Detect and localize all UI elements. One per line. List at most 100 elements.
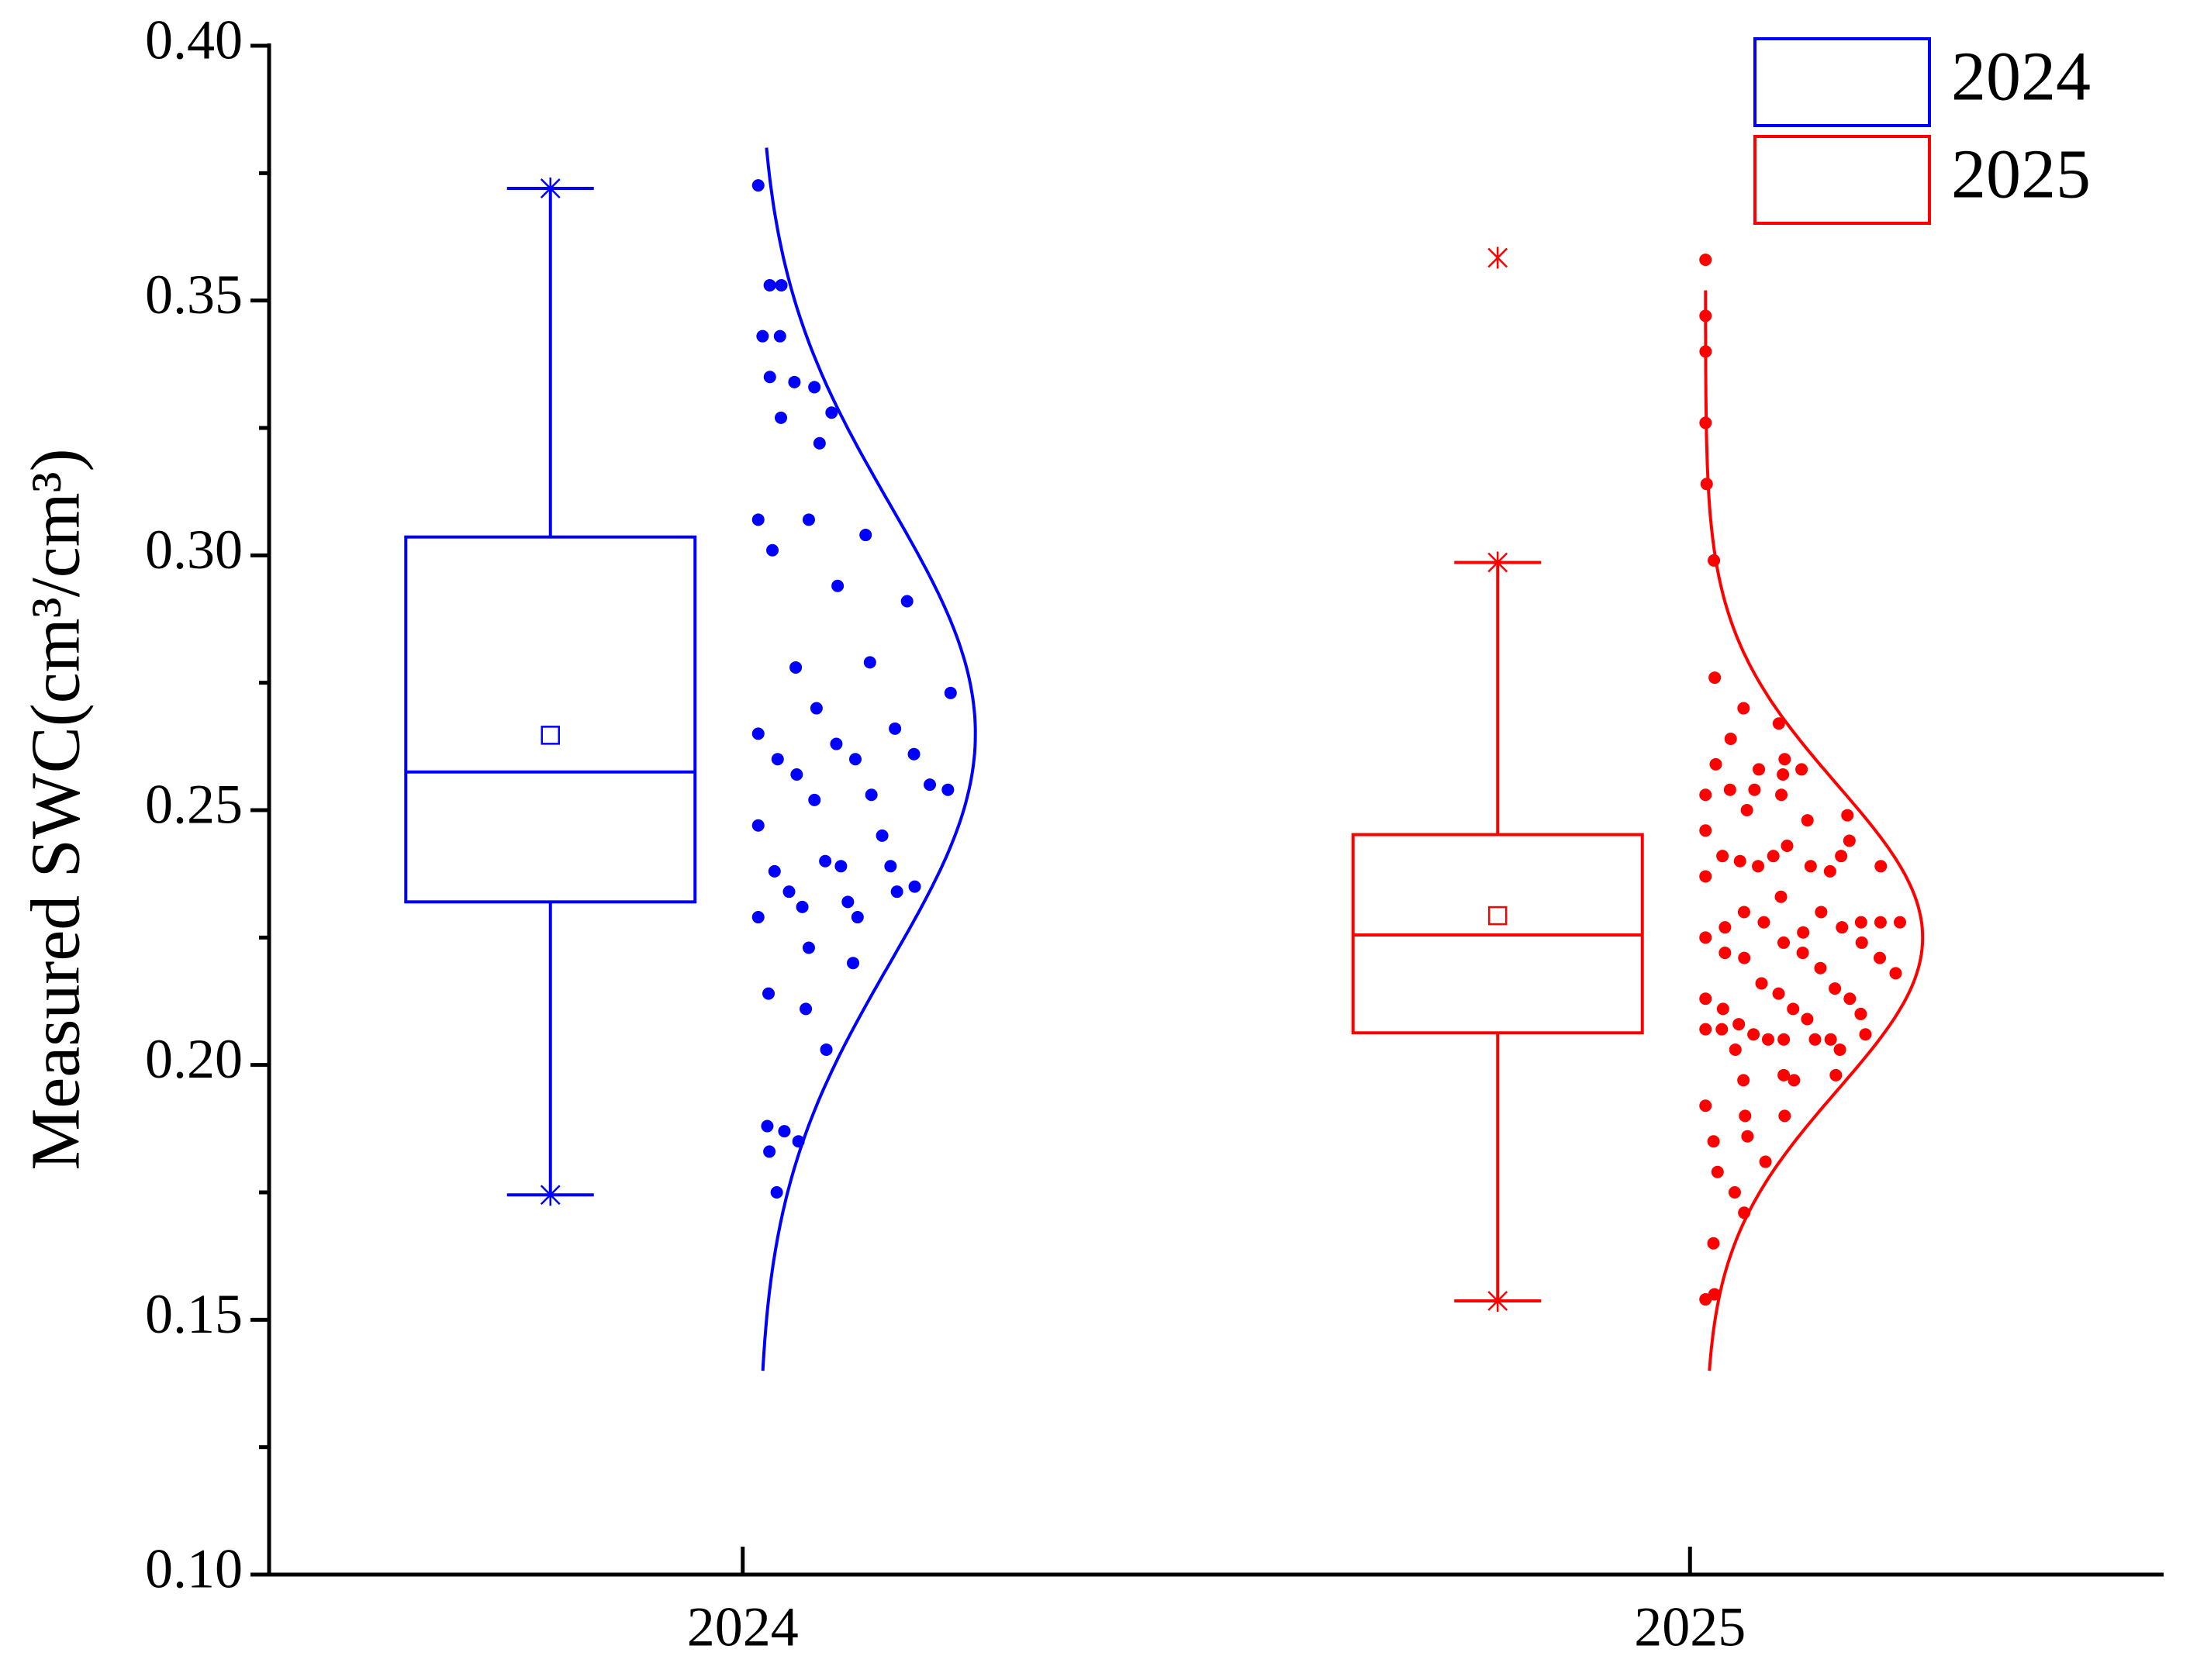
data-point [790, 768, 803, 781]
legend-label: 2025 [1951, 136, 2091, 213]
data-point [1753, 763, 1766, 776]
data-point [1804, 860, 1817, 873]
data-point [800, 1002, 813, 1016]
data-point [876, 829, 889, 842]
data-point [1747, 1028, 1760, 1041]
data-point [1715, 1023, 1729, 1036]
data-point [792, 1135, 805, 1148]
data-point [1874, 860, 1888, 873]
data-point [1732, 1018, 1746, 1031]
y-tick-label: 0.40 [145, 9, 243, 71]
data-point [1835, 850, 1848, 863]
data-point [808, 793, 821, 806]
y-tick-label: 0.30 [145, 519, 243, 581]
data-point [751, 513, 765, 526]
data-point [1738, 951, 1751, 964]
data-point [751, 179, 765, 192]
data-point [771, 753, 784, 766]
data-point [1843, 992, 1857, 1006]
data-point [944, 686, 957, 699]
data-point [1699, 992, 1712, 1006]
data-point [1757, 916, 1770, 929]
data-point [1699, 788, 1712, 802]
mean-marker [1488, 906, 1508, 926]
data-point [1801, 814, 1814, 827]
data-point [775, 411, 788, 424]
whisker-end-marker [1487, 551, 1508, 574]
data-point [1707, 1135, 1720, 1148]
data-point [1699, 824, 1712, 837]
data-point [1711, 1165, 1724, 1178]
data-point [908, 880, 921, 893]
data-point [851, 911, 864, 924]
data-point [761, 1119, 774, 1133]
data-point [1737, 1074, 1750, 1087]
data-point [1707, 1237, 1720, 1250]
data-point [1854, 1007, 1867, 1020]
legend-swatch [1753, 135, 1931, 225]
data-point [1761, 1033, 1774, 1046]
data-point [775, 278, 788, 291]
data-point [830, 737, 843, 750]
data-point [1796, 947, 1809, 960]
data-point [1709, 757, 1722, 771]
data-point [841, 895, 855, 909]
data-point [768, 864, 781, 878]
data-point [1829, 982, 1842, 995]
data-point [1699, 309, 1712, 323]
data-point [1841, 809, 1854, 822]
data-point [865, 788, 878, 802]
data-point [751, 819, 765, 832]
data-point [1739, 1109, 1752, 1123]
data-point [1755, 977, 1768, 990]
data-point [1824, 1033, 1837, 1046]
box [404, 535, 697, 904]
y-axis-title: Measured SWC(cm³/cm³) [18, 448, 95, 1170]
data-point [1855, 936, 1868, 949]
data-point [788, 375, 801, 388]
data-point [1781, 840, 1794, 853]
data-point [1740, 804, 1753, 816]
data-point [802, 941, 815, 954]
data-point [1718, 921, 1732, 934]
data-point [789, 661, 803, 674]
data-point [763, 371, 776, 384]
data-point [773, 329, 786, 343]
data-point [889, 722, 902, 735]
data-point [782, 885, 796, 899]
data-point [1859, 1028, 1872, 1041]
data-point [1748, 783, 1761, 796]
data-point [1718, 947, 1732, 960]
y-tick-label: 0.35 [145, 264, 243, 326]
data-point [863, 656, 876, 669]
data-point [1889, 967, 1902, 980]
data-point [766, 543, 779, 557]
x-tick-label: 2024 [687, 1596, 799, 1658]
data-point [1699, 931, 1712, 944]
data-point [1738, 1206, 1751, 1219]
data-point [756, 329, 769, 343]
data-point [1699, 870, 1712, 883]
data-point [1836, 921, 1849, 934]
distribution-curve [1704, 290, 1925, 1371]
data-point [1808, 1033, 1822, 1046]
data-point [1787, 1002, 1800, 1016]
data-point [1874, 916, 1887, 929]
data-point [1699, 1293, 1712, 1306]
data-point [1829, 1068, 1843, 1081]
data-point [819, 854, 832, 868]
whisker-end-marker [540, 178, 561, 200]
data-point [1815, 906, 1828, 919]
data-point [1733, 854, 1746, 868]
distribution-curve [761, 147, 977, 1371]
data-point [1843, 834, 1856, 847]
data-point [1723, 783, 1736, 796]
data-point [1774, 890, 1788, 903]
y-tick-label: 0.25 [145, 774, 243, 836]
data-point [813, 436, 826, 450]
data-point [1778, 753, 1791, 766]
data-point [1708, 671, 1722, 685]
data-point [1797, 926, 1810, 939]
y-tick-label: 0.10 [145, 1538, 243, 1600]
